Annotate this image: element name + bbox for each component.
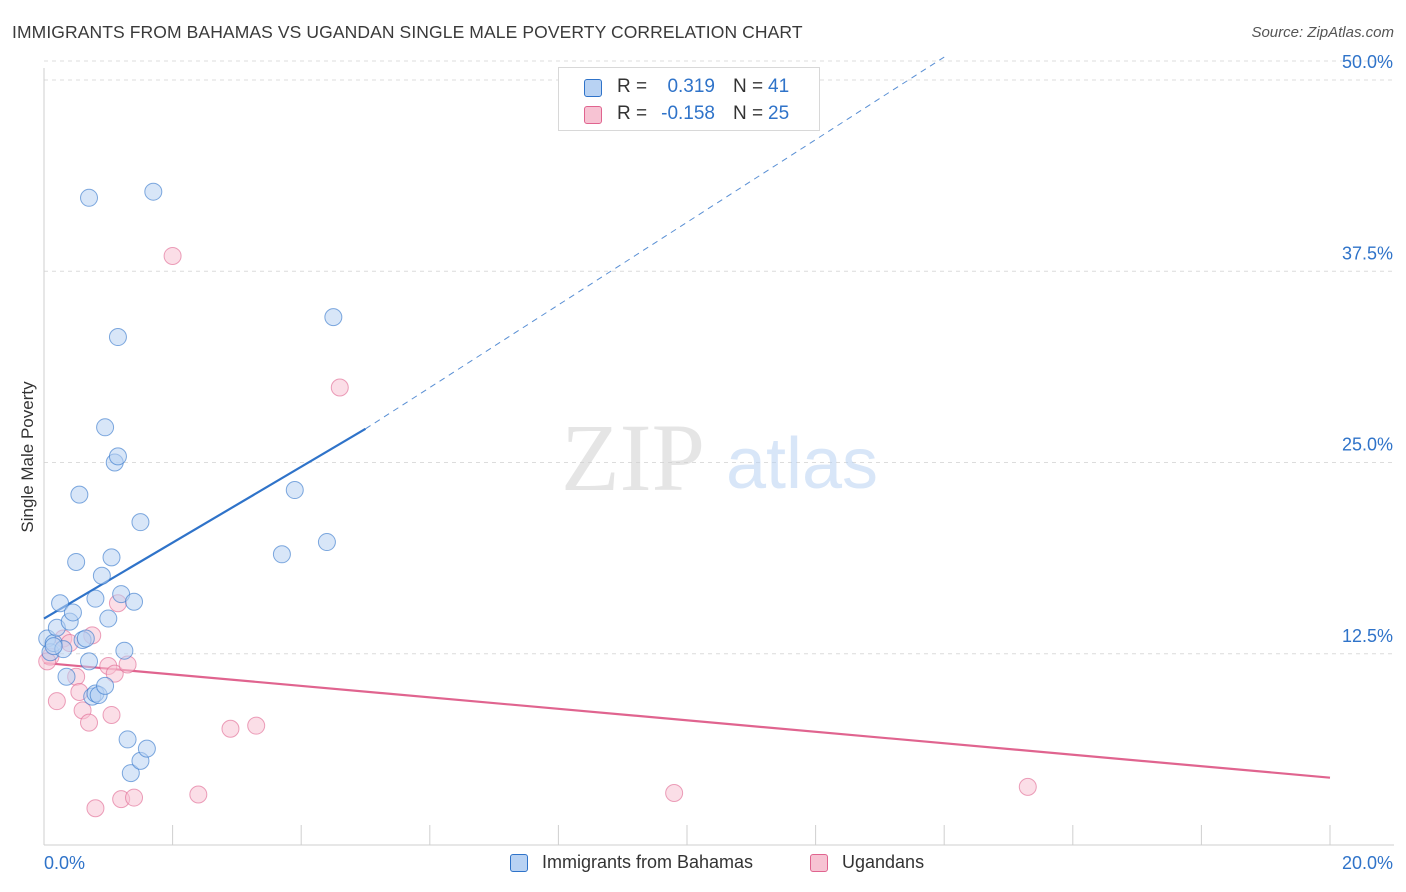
chart-title: IMMIGRANTS FROM BAHAMAS VS UGANDAN SINGL…	[12, 22, 803, 42]
legend-r-value: 0.319	[667, 76, 715, 97]
point-bahamas	[102, 548, 121, 567]
point-bahamas	[57, 667, 76, 686]
point-ugandans	[330, 378, 349, 397]
point-ugandans	[665, 783, 684, 802]
x-tick-label-max: 20.0%	[1342, 853, 1393, 873]
y-tick-label: 12.5%	[1342, 626, 1393, 646]
legend-row-bahamas: R = 0.319 N = 41	[559, 74, 819, 100]
source-credit: Source: ZipAtlas.com	[1251, 24, 1394, 41]
legend-swatch-bahamas	[584, 79, 602, 97]
point-bahamas	[67, 552, 86, 571]
point-bahamas	[80, 652, 99, 671]
y-tick-label: 50.0%	[1342, 52, 1393, 72]
legend-swatch-ugandans	[584, 106, 602, 124]
point-bahamas	[80, 188, 99, 207]
legend-swatch-bahamas	[510, 854, 528, 872]
legend-r-label: R =	[617, 76, 648, 97]
point-bahamas	[317, 533, 336, 552]
legend-label-ugandans: Ugandans	[842, 852, 925, 872]
point-bahamas	[96, 418, 115, 437]
legend-row-ugandans: R = -0.158 N = 25	[559, 101, 819, 127]
point-bahamas	[125, 592, 144, 611]
point-ugandans	[102, 705, 121, 724]
trend-line-ugandans	[43, 661, 1331, 779]
point-ugandans	[125, 788, 144, 807]
watermark-atlas: atlas	[726, 424, 878, 504]
legend-r-value: -0.158	[661, 103, 715, 124]
point-bahamas	[51, 594, 70, 613]
point-bahamas	[86, 589, 105, 608]
point-bahamas	[121, 764, 140, 783]
point-bahamas	[144, 182, 163, 201]
legend-n-label: N =	[733, 103, 764, 124]
point-ugandans	[247, 716, 266, 735]
point-bahamas	[108, 328, 127, 347]
point-ugandans	[221, 719, 240, 738]
legend-n-value: 41	[768, 76, 790, 97]
point-bahamas	[131, 513, 150, 532]
point-ugandans	[163, 246, 182, 265]
point-ugandans	[189, 785, 208, 804]
point-bahamas	[96, 676, 115, 695]
legend-n-label: N =	[733, 76, 764, 97]
watermark-zip: ZIP	[561, 404, 705, 511]
point-bahamas	[99, 609, 118, 628]
y-tick-label: 25.0%	[1342, 435, 1393, 455]
point-ugandans	[105, 664, 124, 683]
point-bahamas	[92, 566, 111, 585]
x-tick-label-min: 0.0%	[44, 853, 85, 873]
point-bahamas	[272, 545, 291, 564]
point-ugandans	[80, 713, 99, 732]
point-bahamas	[285, 481, 304, 500]
legend-label-bahamas: Immigrants from Bahamas	[542, 852, 754, 872]
legend-swatch-ugandans	[810, 854, 828, 872]
series-legend: Immigrants from Bahamas Ugandans	[0, 852, 1406, 876]
point-bahamas	[137, 739, 156, 758]
legend-n-value: 25	[768, 103, 790, 124]
point-bahamas	[76, 629, 95, 648]
point-ugandans	[47, 692, 66, 711]
point-bahamas	[70, 485, 89, 504]
point-bahamas	[44, 637, 63, 656]
y-tick-label: 37.5%	[1342, 243, 1393, 263]
point-bahamas	[63, 603, 82, 622]
trend-line-bahamas-extension	[365, 56, 945, 430]
point-bahamas	[118, 730, 137, 749]
point-ugandans	[86, 799, 105, 818]
point-ugandans	[1018, 777, 1037, 796]
point-bahamas	[108, 447, 127, 466]
legend-r-label: R =	[617, 103, 648, 124]
point-bahamas	[115, 641, 134, 660]
trend-line-bahamas	[43, 427, 367, 620]
correlation-legend: R = 0.319 N = 41 R = -0.158 N = 25	[558, 67, 820, 131]
point-bahamas	[324, 308, 343, 327]
